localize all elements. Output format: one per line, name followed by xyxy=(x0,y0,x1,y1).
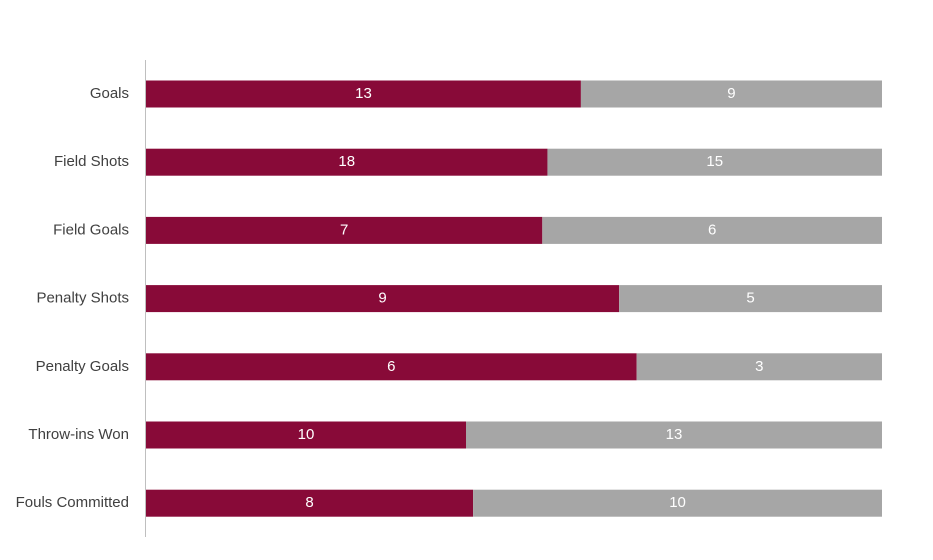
data-label: 9 xyxy=(378,290,386,307)
data-label: 6 xyxy=(708,221,716,238)
bar-segment xyxy=(542,216,882,244)
bar-segment xyxy=(619,285,882,313)
category-labels-layer: Goals Field Shots Field Goals Penalty Shots… xyxy=(16,85,129,511)
category-label: Goals xyxy=(90,85,129,102)
category-label: Field Goals xyxy=(53,221,129,238)
data-label: 5 xyxy=(746,290,754,307)
data-label: 15 xyxy=(706,153,723,170)
bar-segment xyxy=(466,421,882,449)
data-label: 8 xyxy=(305,494,313,511)
category-label: Throw-ins Won xyxy=(28,426,129,443)
category-label: Fouls Committed xyxy=(16,494,129,511)
category-label: Penalty Shots xyxy=(36,290,129,307)
bar-segment xyxy=(636,353,882,381)
data-label: 13 xyxy=(666,426,683,443)
bar-segment xyxy=(146,80,581,108)
data-label: 10 xyxy=(298,426,315,443)
bar-segment xyxy=(146,421,466,449)
data-label: 10 xyxy=(669,494,686,511)
category-label: Field Shots xyxy=(54,153,129,170)
bar-segment xyxy=(146,148,548,176)
data-label: 6 xyxy=(387,358,395,375)
data-label: 3 xyxy=(755,358,763,375)
data-label: 9 xyxy=(727,85,735,102)
bar-segment xyxy=(547,148,882,176)
data-label: 7 xyxy=(340,221,348,238)
bars-layer: 13 9 18 15 7 6 9 5 6 3 10 13 8 10 xyxy=(146,80,882,517)
data-label: 13 xyxy=(355,85,372,102)
bar-segment xyxy=(146,353,637,381)
bar-segment xyxy=(146,216,543,244)
category-label: Penalty Goals xyxy=(36,358,129,375)
data-label: 18 xyxy=(338,153,355,170)
bar-segment xyxy=(473,489,882,517)
bar-segment xyxy=(146,285,620,313)
bar-segment xyxy=(146,489,474,517)
bar-segment xyxy=(580,80,882,108)
